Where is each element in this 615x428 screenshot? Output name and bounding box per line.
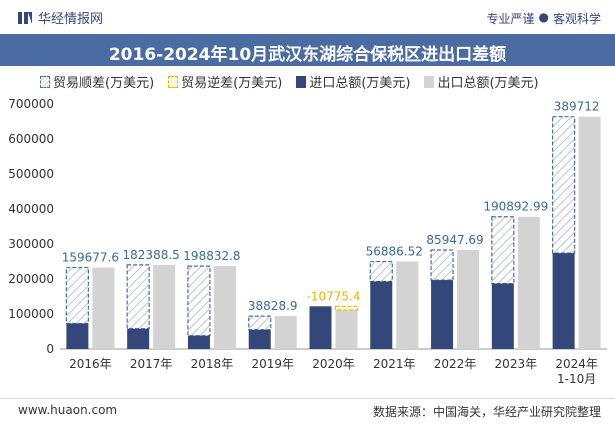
import-bar xyxy=(370,281,393,349)
x-tick-label: 2020年 xyxy=(312,357,355,371)
import-bar xyxy=(127,328,150,349)
balance-data-label: 182388.5 xyxy=(123,248,180,262)
balance-data-label: 159677.6 xyxy=(62,251,119,265)
legend-label-deficit: 贸易逆差(万美元) xyxy=(181,76,283,91)
balance-data-label: 85947.69 xyxy=(426,233,483,247)
export-bar xyxy=(578,116,601,349)
x-tick-label: 2021年 xyxy=(373,357,416,371)
x-tick-label: 2019年 xyxy=(251,357,294,371)
trade-surplus-bar xyxy=(552,116,576,254)
brand-logo-icon xyxy=(18,11,32,24)
y-tick-label: 300000 xyxy=(8,237,54,251)
trade-surplus-bar xyxy=(248,315,272,331)
balance-data-label: 38828.9 xyxy=(248,299,298,313)
export-bar xyxy=(213,266,236,349)
legend-item-deficit[interactable]: 贸易逆差(万美元) xyxy=(168,72,282,91)
trade-surplus-bar xyxy=(369,260,393,283)
import-bar xyxy=(248,329,271,349)
import-bar xyxy=(431,280,454,349)
x-tick-label: 2022年 xyxy=(434,357,477,371)
legend-item-import[interactable]: 进口总额(万美元) xyxy=(296,72,410,91)
slogan-separator: ● xyxy=(538,10,549,24)
y-tick-label: 100000 xyxy=(8,307,54,321)
y-tick-label: 500000 xyxy=(8,167,54,181)
y-tick-label: 400000 xyxy=(8,202,54,216)
import-bar xyxy=(309,306,332,349)
legend-swatch-import xyxy=(296,75,307,88)
import-bar xyxy=(491,283,514,349)
import-bar xyxy=(66,323,89,349)
export-bar xyxy=(153,264,176,349)
x-tick-label: 2018年 xyxy=(191,357,234,371)
export-bar xyxy=(396,261,419,349)
legend-label-export: 出口总额(万美元) xyxy=(437,76,539,91)
export-bar xyxy=(92,267,115,349)
legend-item-surplus[interactable]: 贸易顺差(万美元) xyxy=(40,72,154,91)
footer: www.huaon.com 数据来源：中国海关，华经产业研究院整理 xyxy=(0,398,615,428)
legend-label-import: 进口总额(万美元) xyxy=(309,76,411,91)
footer-website[interactable]: www.huaon.com xyxy=(18,403,118,417)
slogan-left: 专业严谨 xyxy=(486,12,535,26)
trade-surplus-bar xyxy=(187,265,211,337)
chart-area: 0 100000 200000 300000 400000 500000 600000 700… xyxy=(8,97,607,386)
brand[interactable]: 华经情报网 xyxy=(18,8,103,27)
footer-source: 数据来源：中国海关，华经产业研究院整理 xyxy=(372,405,601,419)
legend-swatch-surplus xyxy=(40,75,50,88)
x-tick-label: 2023年 xyxy=(495,357,538,371)
balance-data-label: -10775.4 xyxy=(307,289,361,303)
import-bar xyxy=(552,253,575,349)
y-tick-label: 600000 xyxy=(8,132,54,146)
slogan: 专业严谨 ● 客观科学 xyxy=(486,10,601,27)
balance-data-label: 389712 xyxy=(554,100,600,114)
balance-data-label: 198832.8 xyxy=(183,249,240,263)
legend-swatch-export xyxy=(424,75,435,88)
trade-surplus-bar xyxy=(491,216,515,285)
export-bar xyxy=(457,249,480,349)
legend-item-export[interactable]: 出口总额(万美元) xyxy=(424,72,539,91)
y-tick-label: 200000 xyxy=(8,272,54,286)
trade-surplus-bar xyxy=(126,264,150,330)
slogan-right: 客观科学 xyxy=(552,12,601,26)
x-tick-label: 2016年 xyxy=(69,357,112,371)
legend-label-surplus: 贸易顺差(万美元) xyxy=(53,76,155,91)
trade-surplus-bar xyxy=(430,249,454,281)
legend-swatch-deficit xyxy=(168,75,179,88)
export-bar xyxy=(274,316,297,349)
chart-title: 2016-2024年10月武汉东湖综合保税区进出口差额 xyxy=(108,45,507,65)
y-tick-label: 0 xyxy=(46,342,54,356)
balance-data-label: 190892.99 xyxy=(483,200,548,214)
x-tick-label: 2017年 xyxy=(130,357,173,371)
brand-name: 华经情报网 xyxy=(38,12,104,27)
top-bar: 华经情报网 专业严谨 ● 客观科学 xyxy=(0,0,615,34)
export-bar xyxy=(335,310,358,349)
y-tick-label: 700000 xyxy=(8,97,54,111)
title-bar xyxy=(0,34,615,66)
trade-deficit-bar xyxy=(334,305,359,311)
balance-data-label: 56886.52 xyxy=(366,245,423,259)
x-tick-label: 2024年 1-10月 xyxy=(555,357,598,386)
import-bar xyxy=(187,335,210,349)
trade-surplus-bar xyxy=(65,266,89,325)
export-bar xyxy=(517,216,540,349)
legend: 贸易顺差(万美元) 贸易逆差(万美元) 进口总额(万美元) 出口总额(万美元) xyxy=(40,72,539,91)
